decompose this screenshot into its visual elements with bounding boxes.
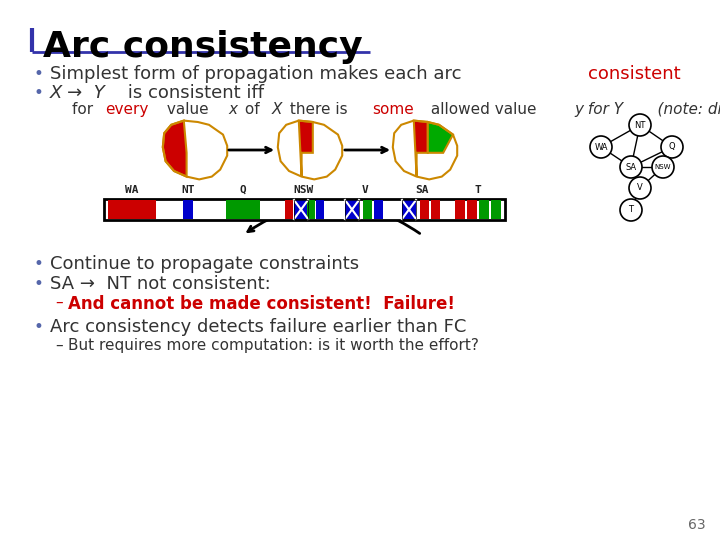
Bar xyxy=(479,200,489,219)
Text: is consistent iff: is consistent iff xyxy=(122,84,264,102)
Text: consistent: consistent xyxy=(588,65,681,83)
Text: •: • xyxy=(34,65,44,83)
Circle shape xyxy=(590,136,612,158)
Circle shape xyxy=(620,199,642,221)
Bar xyxy=(285,200,293,219)
Text: •: • xyxy=(34,84,44,102)
Text: for: for xyxy=(72,102,98,117)
Circle shape xyxy=(620,156,642,178)
Bar xyxy=(345,200,359,219)
Bar xyxy=(183,200,193,219)
Text: (note: directed!): (note: directed!) xyxy=(638,102,720,117)
Text: Arc consistency: Arc consistency xyxy=(43,30,363,64)
Circle shape xyxy=(629,177,651,199)
Bar xyxy=(491,200,501,219)
Text: some: some xyxy=(372,102,413,117)
Text: every: every xyxy=(106,102,149,117)
Text: y for Y: y for Y xyxy=(575,102,624,117)
Bar xyxy=(104,199,505,220)
Text: V: V xyxy=(637,184,643,192)
Text: X: X xyxy=(271,102,282,117)
Text: –: – xyxy=(55,338,63,353)
Text: allowed value: allowed value xyxy=(426,102,541,117)
Bar xyxy=(316,200,324,219)
Bar xyxy=(307,200,315,219)
Text: WA: WA xyxy=(125,185,139,195)
Text: SA →  NT not consistent:: SA → NT not consistent: xyxy=(50,275,271,293)
Polygon shape xyxy=(428,122,453,153)
Text: NSW: NSW xyxy=(654,164,671,170)
Text: WA: WA xyxy=(594,143,608,152)
Bar xyxy=(362,200,372,219)
Polygon shape xyxy=(414,120,428,177)
Text: Arc consistency detects failure earlier than FC: Arc consistency detects failure earlier … xyxy=(50,318,467,336)
Text: NT: NT xyxy=(634,120,646,130)
Text: NSW: NSW xyxy=(293,185,313,195)
Text: Simplest form of propagation makes each arc: Simplest form of propagation makes each … xyxy=(50,65,467,83)
Text: X →  Y: X → Y xyxy=(50,84,106,102)
Text: 63: 63 xyxy=(688,518,706,532)
Circle shape xyxy=(661,136,683,158)
Text: Continue to propagate constraints: Continue to propagate constraints xyxy=(50,255,359,273)
Text: •: • xyxy=(34,275,44,293)
Bar xyxy=(402,200,416,219)
Bar xyxy=(374,200,382,219)
Bar xyxy=(294,200,308,219)
Polygon shape xyxy=(299,120,312,177)
Text: But requires more computation: is it worth the effort?: But requires more computation: is it wor… xyxy=(68,338,479,353)
Bar xyxy=(108,200,156,219)
Text: V: V xyxy=(361,185,369,195)
Polygon shape xyxy=(163,120,186,177)
Bar xyxy=(420,200,428,219)
Bar xyxy=(431,200,439,219)
Text: value: value xyxy=(161,102,213,117)
Bar xyxy=(467,200,477,219)
Text: Q: Q xyxy=(240,185,246,195)
Text: Q: Q xyxy=(669,143,675,152)
Text: –: – xyxy=(55,295,63,310)
Text: •: • xyxy=(34,318,44,336)
Text: SA: SA xyxy=(626,163,636,172)
Text: And cannot be made consistent!  Failure!: And cannot be made consistent! Failure! xyxy=(68,295,455,313)
Bar xyxy=(455,200,465,219)
Text: SA: SA xyxy=(415,185,428,195)
Text: there is: there is xyxy=(284,102,352,117)
Bar xyxy=(402,200,416,219)
Bar xyxy=(345,200,359,219)
Text: x: x xyxy=(228,102,237,117)
Bar xyxy=(226,200,260,219)
Text: NT: NT xyxy=(181,185,194,195)
Circle shape xyxy=(629,114,651,136)
Bar xyxy=(294,200,308,219)
Text: •: • xyxy=(34,255,44,273)
Circle shape xyxy=(652,156,674,178)
Text: T: T xyxy=(629,206,634,214)
Text: of: of xyxy=(240,102,264,117)
Text: T: T xyxy=(474,185,482,195)
